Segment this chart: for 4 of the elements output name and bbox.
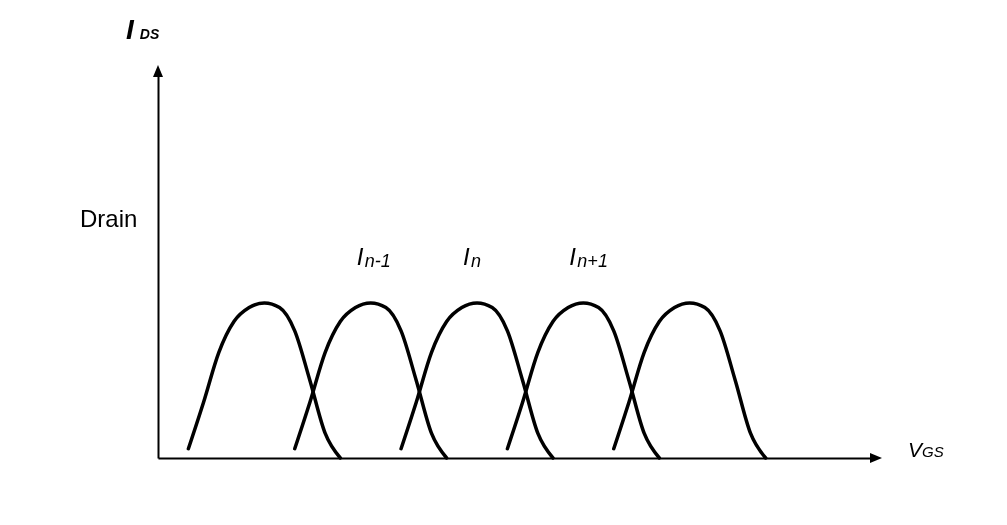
text: Drain (80, 205, 138, 233)
text: In-1 (356, 242, 391, 271)
text: In (463, 242, 482, 271)
text: In+1 (569, 242, 608, 271)
